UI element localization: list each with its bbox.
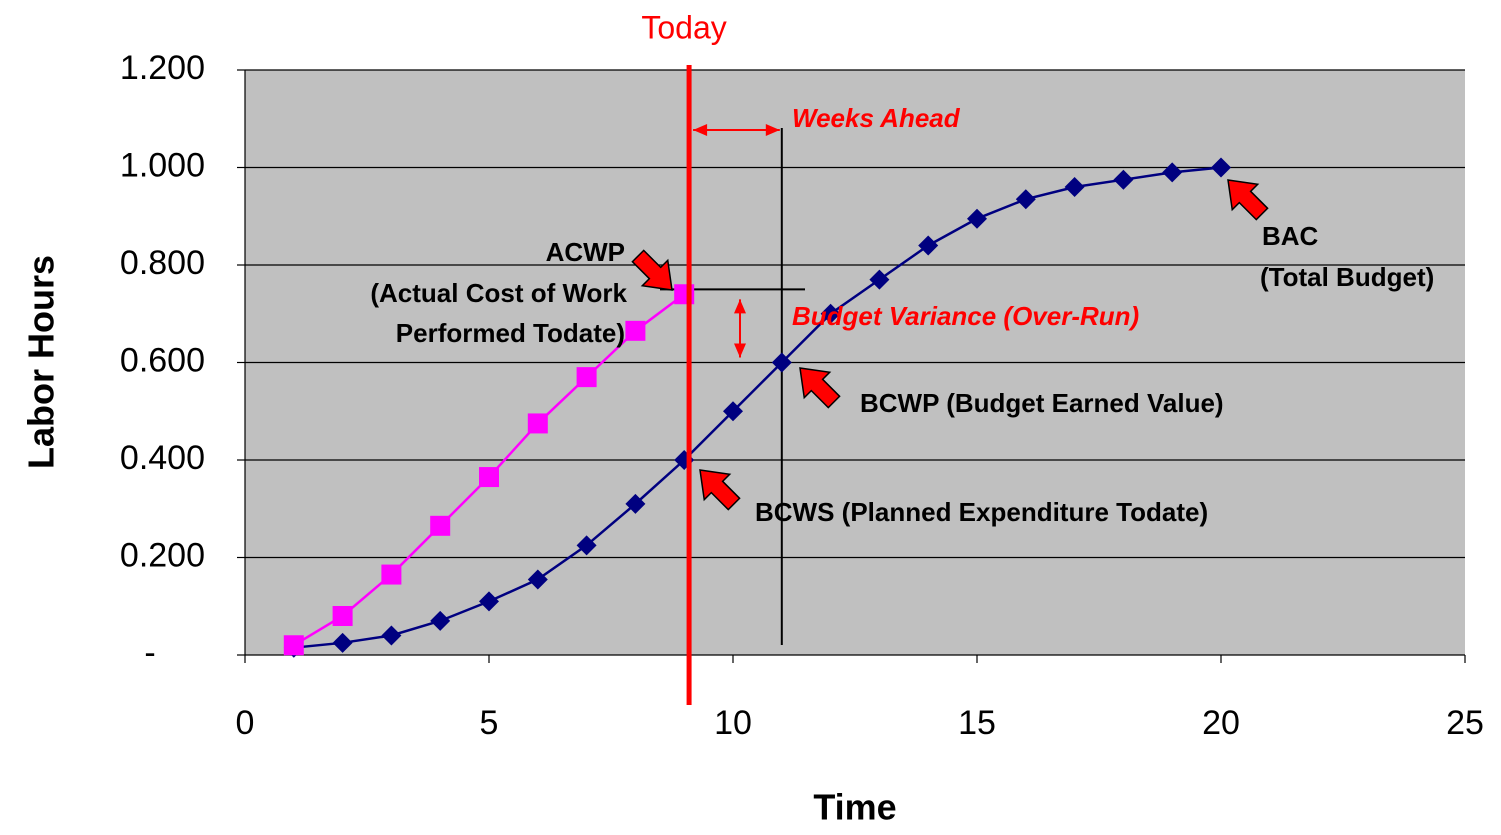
arrow-head <box>734 299 746 314</box>
marker <box>332 606 353 626</box>
marker <box>332 632 353 653</box>
y-tick-label: 0.200 <box>120 536 205 574</box>
marker <box>381 625 402 646</box>
today-label: Today <box>641 9 726 45</box>
marker <box>918 235 939 256</box>
acwp-label: ACWP <box>546 237 625 267</box>
marker <box>576 535 597 556</box>
weeks-ahead-label: Weeks Ahead <box>792 103 961 133</box>
budget-variance-label: Budget Variance (Over-Run) <box>792 301 1139 331</box>
x-tick-label: 5 <box>480 704 499 742</box>
marker <box>1064 177 1085 197</box>
bac-label: (Total Budget) <box>1260 262 1434 292</box>
callout-arrow <box>699 469 741 511</box>
marker <box>430 610 451 631</box>
y-tick-label: 0.400 <box>120 439 205 477</box>
marker <box>820 303 841 324</box>
y-tick-label: 1.200 <box>120 49 205 87</box>
y-tick-label: - <box>144 634 155 672</box>
x-tick-label: 15 <box>958 704 996 742</box>
arrow-head <box>734 343 746 358</box>
marker <box>967 208 987 229</box>
marker <box>1211 157 1231 178</box>
bac-label: BAC <box>1262 221 1319 251</box>
y-tick-label: 0.600 <box>120 341 205 379</box>
callout-arrow <box>631 249 673 291</box>
bcwp-label: BCWP (Budget Earned Value) <box>860 388 1224 418</box>
acwp-label: (Actual Cost of Work <box>370 278 627 308</box>
marker <box>381 564 402 585</box>
x-tick-label: 10 <box>714 704 752 742</box>
y-tick-label: 0.800 <box>120 244 205 282</box>
x-tick-label: 0 <box>236 704 255 742</box>
x-tick-label: 25 <box>1446 704 1484 742</box>
marker <box>430 515 451 536</box>
marker <box>479 591 499 612</box>
callout-arrow <box>799 367 841 409</box>
arrow-head <box>765 124 780 136</box>
marker <box>1162 162 1183 183</box>
marker <box>576 367 597 388</box>
callout-arrow <box>1227 179 1269 221</box>
arrow-head <box>693 124 708 136</box>
marker <box>771 352 792 373</box>
y-axis-title: Labor Hours <box>21 255 62 469</box>
marker <box>1015 189 1036 210</box>
marker <box>869 269 890 290</box>
marker <box>625 320 646 341</box>
marker <box>527 569 548 590</box>
marker <box>723 401 743 422</box>
bcws-label: BCWS (Planned Expenditure Todate) <box>755 497 1208 527</box>
marker <box>283 635 304 656</box>
x-tick-label: 20 <box>1202 704 1240 742</box>
series-line <box>293 166 1222 649</box>
y-tick-label: 1.000 <box>120 146 205 184</box>
marker <box>479 467 499 488</box>
marker <box>1113 169 1134 190</box>
x-axis-title: Time <box>813 787 896 828</box>
marker <box>625 493 646 514</box>
acwp-label: Performed Todate) <box>396 318 625 348</box>
marker <box>527 413 548 434</box>
